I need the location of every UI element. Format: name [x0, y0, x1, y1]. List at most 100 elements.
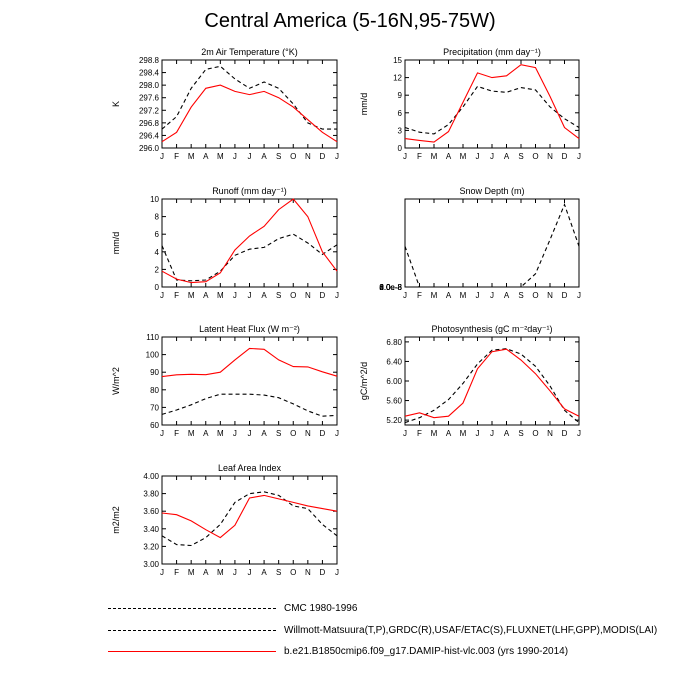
- y-tick-label: 298.0: [139, 81, 160, 90]
- y-axis-label: W/m^2: [111, 367, 121, 395]
- chart-title: Snow Depth (m): [459, 186, 524, 196]
- x-tick-label: A: [504, 429, 510, 438]
- legend-swatch: [108, 650, 276, 652]
- x-tick-label: A: [261, 152, 267, 161]
- chart-title: Precipitation (mm day⁻¹): [443, 47, 541, 57]
- y-tick-label: 8: [155, 213, 160, 222]
- y-tick-label: 297.2: [139, 106, 160, 115]
- x-tick-label: A: [203, 291, 209, 300]
- y-tick-label: 298.4: [139, 69, 160, 78]
- chart-panel-4: Latent Heat Flux (W m⁻²) W/m^2 60 70 80 90 100…: [111, 324, 339, 438]
- chart-title: 2m Air Temperature (°K): [201, 47, 297, 57]
- x-tick-label: O: [532, 152, 538, 161]
- x-tick-label: A: [261, 291, 267, 300]
- y-tick-label: 4.0e-8: [379, 283, 402, 292]
- y-tick-label: 3.80: [143, 490, 159, 499]
- x-tick-label: F: [174, 291, 179, 300]
- x-tick-label: A: [203, 429, 209, 438]
- x-tick-label: A: [203, 152, 209, 161]
- series-line-reference: [161, 233, 338, 282]
- x-tick-label: J: [248, 291, 252, 300]
- x-tick-label: O: [290, 568, 296, 577]
- page-title: Central America (5-16N,95-75W): [204, 10, 496, 32]
- x-tick-label: J: [233, 152, 237, 161]
- x-tick-label: A: [203, 568, 209, 577]
- series-line-reference: [404, 348, 580, 424]
- x-tick-label: A: [504, 291, 510, 300]
- chart-panel-6: Leaf Area Index m2/m2 3.00 3.20 3.40 3.60 3.80…: [111, 463, 339, 577]
- y-tick-label: 6.80: [386, 338, 402, 347]
- x-tick-label: J: [335, 568, 339, 577]
- x-tick-label: A: [261, 429, 267, 438]
- x-tick-label: J: [335, 152, 339, 161]
- x-tick-label: N: [305, 291, 311, 300]
- x-tick-label: M: [217, 291, 224, 300]
- x-tick-label: D: [320, 152, 326, 161]
- y-tick-label: 6.00: [386, 377, 402, 386]
- y-tick-label: 4: [155, 248, 160, 257]
- x-tick-label: J: [160, 429, 164, 438]
- y-tick-label: 80: [150, 386, 159, 395]
- y-tick-label: 90: [150, 368, 159, 377]
- x-tick-label: J: [160, 291, 164, 300]
- y-tick-label: 3.40: [143, 525, 159, 534]
- series-line-model: [161, 347, 338, 378]
- x-tick-label: O: [290, 152, 296, 161]
- x-tick-label: J: [577, 152, 581, 161]
- series-line-model: [161, 84, 338, 143]
- y-tick-label: 296.0: [139, 144, 160, 153]
- x-tick-label: A: [446, 429, 452, 438]
- x-tick-label: D: [320, 568, 326, 577]
- x-tick-label: M: [460, 152, 467, 161]
- x-tick-label: J: [233, 429, 237, 438]
- y-tick-label: 70: [150, 403, 159, 412]
- x-tick-label: S: [276, 568, 281, 577]
- x-tick-label: A: [504, 152, 510, 161]
- series-line-reference: [161, 393, 338, 417]
- chart-title: Latent Heat Flux (W m⁻²): [199, 324, 300, 334]
- x-tick-label: O: [290, 291, 296, 300]
- y-tick-label: 6.0e-8: [379, 283, 402, 292]
- x-tick-label: J: [490, 429, 494, 438]
- y-tick-label: 15: [393, 56, 402, 65]
- y-tick-label: 298.8: [139, 56, 160, 65]
- x-tick-label: D: [320, 429, 326, 438]
- y-tick-label: 0: [398, 144, 403, 153]
- x-tick-label: N: [547, 152, 553, 161]
- x-tick-label: M: [217, 152, 224, 161]
- y-tick-label: 12: [393, 74, 402, 83]
- x-tick-label: F: [417, 291, 422, 300]
- y-tick-label: 3.00: [143, 560, 159, 569]
- x-tick-label: M: [460, 291, 467, 300]
- y-tick-label: 100: [146, 351, 160, 360]
- chart-panel-5: Photosynthesis (gC m⁻²day⁻¹) gC/m^2/d 5.20…: [359, 324, 581, 438]
- x-tick-label: N: [305, 429, 311, 438]
- y-tick-label: 5.60: [386, 397, 402, 406]
- legend-entry-cmc: CMC 1980-1996: [108, 601, 357, 615]
- x-tick-label: J: [577, 429, 581, 438]
- x-tick-label: J: [160, 152, 164, 161]
- y-tick-label: 296.8: [139, 119, 160, 128]
- x-tick-label: F: [417, 152, 422, 161]
- legend-entry-model: b.e21.B1850cmip6.f09_g17.DAMIP-hist-vlc.…: [108, 644, 568, 658]
- legend-label: b.e21.B1850cmip6.f09_g17.DAMIP-hist-vlc.…: [284, 645, 569, 657]
- x-tick-label: J: [577, 291, 581, 300]
- chart-title: Runoff (mm day⁻¹): [212, 186, 287, 196]
- x-tick-label: J: [335, 291, 339, 300]
- y-tick-label: 5.20: [386, 416, 402, 425]
- y-axis-label: m2/m2: [111, 506, 121, 534]
- plot-frame: [404, 198, 580, 288]
- series-line-reference: [404, 85, 580, 135]
- x-tick-label: A: [446, 152, 452, 161]
- y-axis-label: mm/d: [359, 93, 369, 116]
- legend-label: CMC 1980-1996: [284, 602, 358, 614]
- y-tick-label: 6: [398, 109, 403, 118]
- x-tick-label: M: [217, 568, 224, 577]
- x-tick-label: J: [476, 291, 480, 300]
- y-tick-label: 4.00: [143, 472, 159, 481]
- series-line-model: [161, 198, 338, 284]
- y-axis-label: K: [111, 101, 121, 107]
- y-tick-label: 110: [146, 333, 159, 342]
- plot-frame: [404, 59, 580, 149]
- x-tick-label: M: [431, 152, 438, 161]
